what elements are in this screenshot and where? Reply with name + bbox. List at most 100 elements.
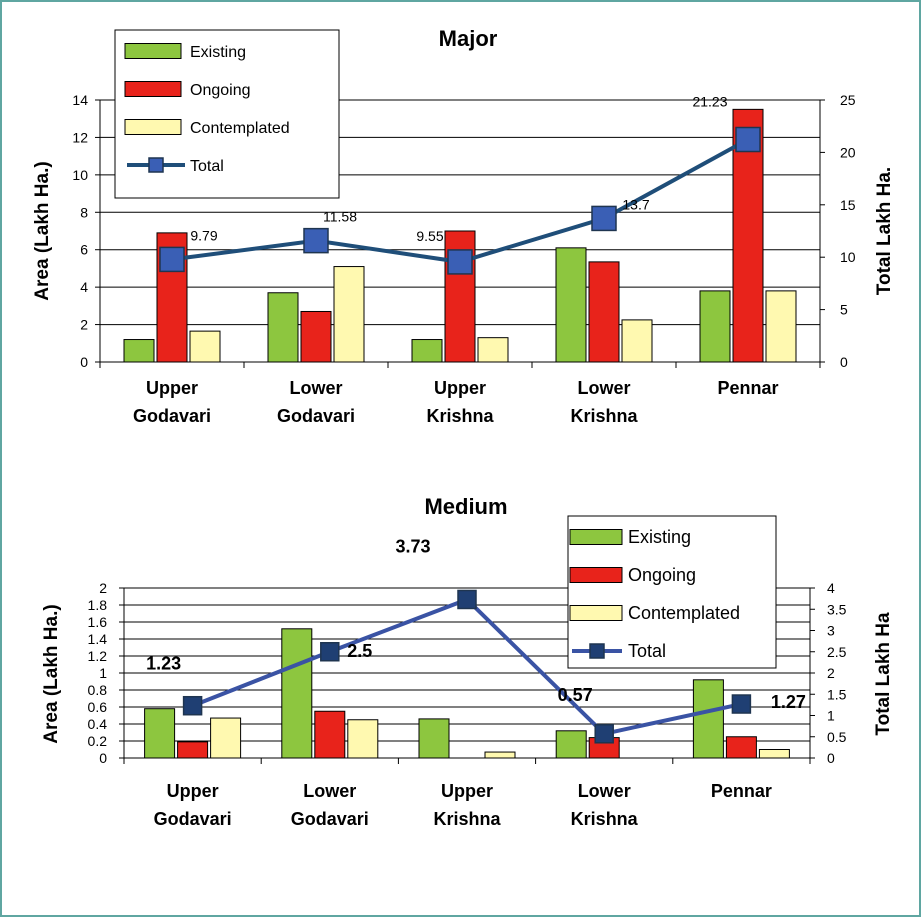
category-label: Krishna [571, 809, 639, 829]
y2-tick-label: 2 [827, 665, 835, 681]
legend-label: Existing [628, 527, 691, 547]
major-chart: Major 0 2 4 6 8 10 12 14 0 5 10 15 20 25 Area (Lakh Ha.… [32, 26, 895, 426]
category-label: Godavari [291, 809, 369, 829]
y-axis-title: Area (Lakh Ha.) [41, 604, 62, 743]
bar-contemplated [347, 719, 379, 759]
bar-contemplated [210, 717, 242, 759]
legend-swatch [569, 567, 623, 583]
category-label: Krishna [426, 406, 494, 426]
y2-axis-title: Total Lakh Ha [873, 612, 894, 736]
legend-swatch [124, 43, 182, 59]
y2-tick-label: 15 [840, 197, 856, 213]
y-tick-label: 8 [80, 204, 88, 220]
total-data-label: 9.55 [416, 228, 443, 244]
total-marker [731, 694, 752, 714]
total-marker [303, 227, 329, 254]
y2-tick-label: 5 [840, 302, 848, 318]
bar-ongoing [300, 310, 332, 363]
category-label: Upper [441, 781, 493, 801]
chart-title: Major [439, 26, 498, 51]
total-data-label: 1.27 [771, 692, 806, 712]
y-tick-label: 2 [80, 317, 88, 333]
bar-existing [699, 290, 731, 363]
legend-swatch [569, 605, 623, 621]
total-marker [457, 589, 477, 610]
category-label: Upper [146, 378, 198, 398]
bar-ongoing [725, 736, 757, 759]
legend-label: Contemplated [190, 120, 290, 137]
y-tick-label: 0.8 [88, 682, 108, 698]
bar-ongoing [314, 710, 346, 759]
category-label: Upper [167, 781, 219, 801]
y-tick-label: 1.4 [88, 631, 108, 647]
total-marker [320, 642, 340, 662]
legend-swatch [569, 529, 623, 545]
bar-contemplated [621, 319, 653, 363]
total-marker [594, 724, 614, 744]
y-tick-label: 0.4 [88, 716, 108, 732]
y2-tick-label: 1 [827, 708, 835, 724]
y-tick-label: 12 [72, 129, 88, 145]
y-tick-label: 14 [72, 92, 88, 108]
bar-existing [555, 247, 587, 363]
total-marker [447, 249, 473, 275]
legend-marker-swatch [148, 157, 164, 173]
category-label: Lower [578, 781, 631, 801]
total-data-label: 1.23 [146, 654, 181, 674]
legend-label: Ongoing [190, 82, 251, 99]
medium-chart: Medium00.20.40.60.811.21.41.61.8200.511.… [41, 494, 894, 829]
total-data-label: 3.73 [395, 536, 430, 556]
category-label: Pennar [717, 378, 778, 398]
y-tick-label: 1 [99, 665, 107, 681]
total-data-label: 2.5 [347, 641, 372, 661]
total-marker [591, 205, 617, 232]
y-tick-label: 6 [80, 242, 88, 258]
total-marker [735, 126, 761, 153]
total-data-label: 21.23 [692, 94, 727, 110]
bar-existing [281, 628, 313, 759]
y2-tick-label: 4 [827, 580, 835, 596]
legend-swatch [124, 81, 182, 97]
legend-label: Existing [190, 44, 246, 61]
y2-tick-label: 3.5 [827, 601, 847, 617]
bar-contemplated [477, 337, 509, 363]
y2-tick-label: 20 [840, 144, 856, 160]
y-tick-label: 4 [80, 279, 88, 295]
y-tick-label: 0 [80, 354, 88, 370]
bar-existing [418, 718, 450, 759]
total-data-label: 9.79 [190, 227, 217, 243]
category-label: Lower [577, 378, 630, 398]
category-label: Krishna [433, 809, 501, 829]
bar-existing [692, 679, 724, 759]
bar-contemplated [333, 266, 365, 363]
legend-label: Contemplated [628, 603, 740, 623]
bar-existing [555, 730, 587, 759]
y-tick-label: 10 [72, 167, 88, 183]
category-label: Upper [434, 378, 486, 398]
chart-title: Medium [424, 494, 507, 519]
y-tick-label: 1.8 [88, 597, 108, 613]
bar-existing [144, 708, 176, 759]
y2-tick-label: 1.5 [827, 686, 847, 702]
bar-ongoing [588, 261, 620, 363]
total-data-label: 11.58 [323, 209, 357, 225]
y-axis-title: Area (Lakh Ha.) [32, 161, 53, 300]
legend-marker-swatch [589, 643, 605, 659]
legend-label: Total [628, 641, 666, 661]
category-label: Pennar [711, 781, 772, 801]
bar-existing [267, 292, 299, 363]
bar-ongoing [177, 741, 209, 759]
category-label: Krishna [570, 406, 638, 426]
bar-existing [123, 339, 155, 363]
legend-label: Total [190, 158, 224, 175]
bar-contemplated [758, 749, 790, 759]
y-tick-label: 1.6 [88, 614, 108, 630]
total-data-label: 13.7 [622, 196, 649, 212]
y-tick-label: 1.2 [88, 648, 108, 664]
bar-contemplated [484, 751, 516, 759]
y2-tick-label: 0 [827, 750, 835, 766]
bar-existing [411, 339, 443, 363]
y-tick-label: 0 [99, 750, 107, 766]
total-marker [159, 246, 185, 273]
y2-axis-title: Total Lakh Ha. [874, 167, 895, 295]
